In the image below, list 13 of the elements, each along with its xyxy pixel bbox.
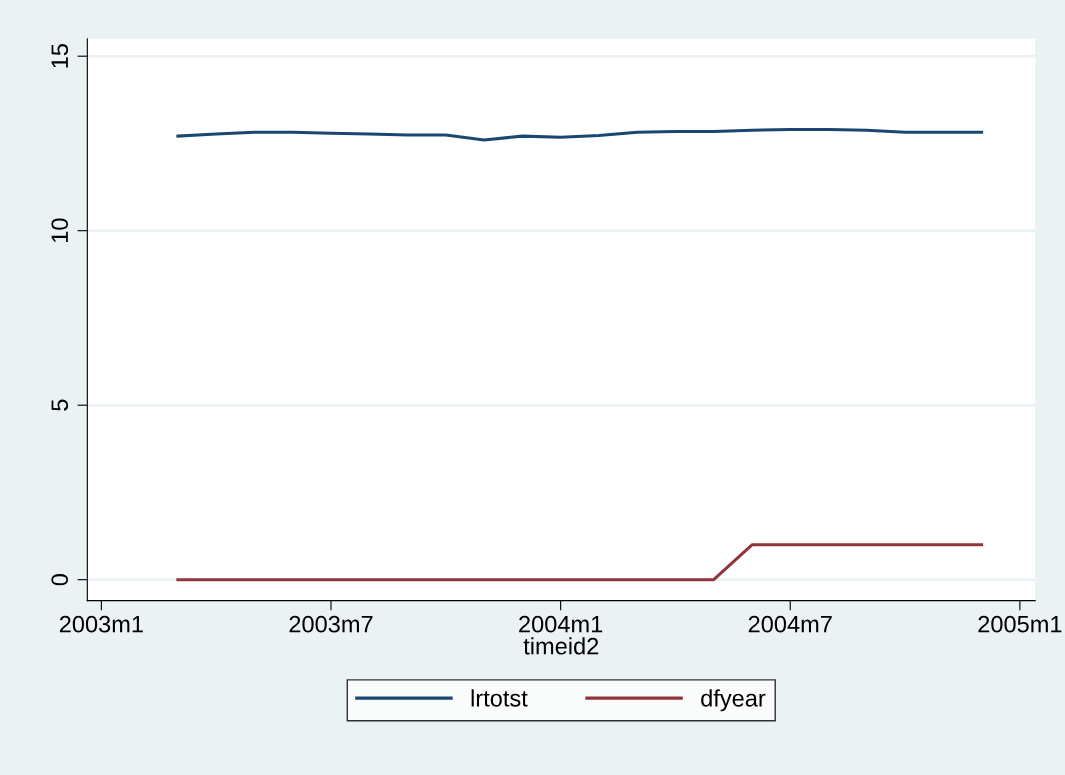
x-tick-label: 2003m1 (59, 615, 143, 633)
legend-label: lrtotst (471, 689, 528, 707)
y-tick-label: 0 (51, 574, 69, 586)
y-tick-label: 10 (51, 218, 69, 243)
x-tick-label: 2003m7 (289, 615, 373, 633)
line-series (176, 127, 984, 142)
x-tick-label: 2005m1 (978, 615, 1062, 633)
y-tick-label: 15 (51, 44, 69, 68)
legend-label: dfyear (701, 689, 766, 712)
y-tick-label: 5 (51, 399, 69, 411)
x-tick-label: 2004m7 (748, 615, 832, 633)
x-axis-title: timeid2 (523, 637, 599, 655)
x-tick-label: 2004m1 (519, 615, 603, 633)
